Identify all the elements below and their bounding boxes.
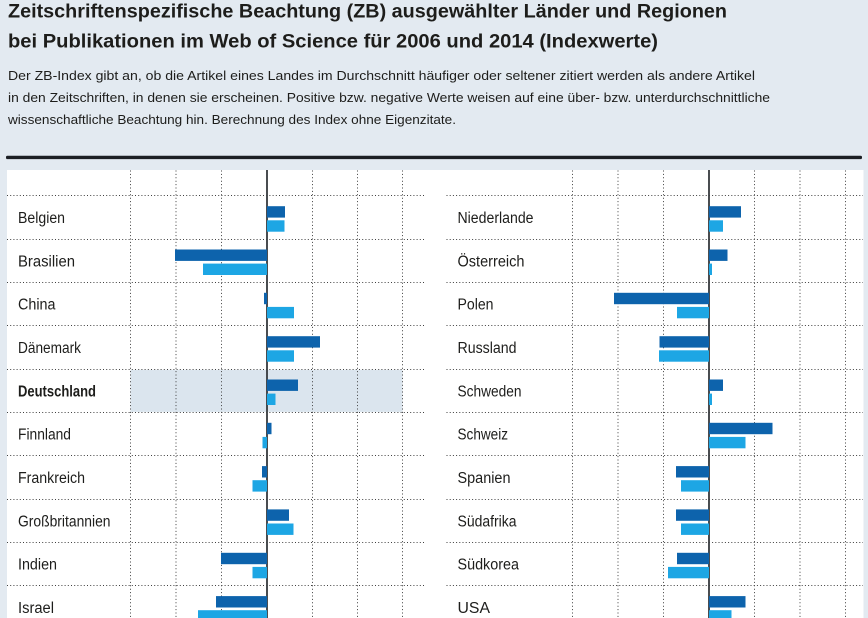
svg-text:bei Publikationen im Web of Sc: bei Publikationen im Web of Science für … bbox=[8, 32, 658, 53]
svg-text:Indien: Indien bbox=[18, 557, 57, 574]
svg-text:Frankreich: Frankreich bbox=[18, 470, 85, 487]
svg-text:Deutschland: Deutschland bbox=[18, 383, 96, 400]
svg-text:Israel: Israel bbox=[18, 600, 54, 617]
svg-text:Russland: Russland bbox=[458, 340, 517, 357]
svg-text:Dänemark: Dänemark bbox=[18, 340, 81, 357]
svg-text:China: China bbox=[18, 297, 56, 314]
svg-text:Spanien: Spanien bbox=[458, 470, 511, 487]
svg-text:Österreich: Österreich bbox=[458, 252, 525, 270]
svg-text:Niederlande: Niederlande bbox=[458, 210, 534, 227]
svg-text:Schweden: Schweden bbox=[458, 383, 522, 400]
svg-text:Brasilien: Brasilien bbox=[18, 253, 75, 270]
svg-text:Südafrika: Südafrika bbox=[458, 513, 517, 530]
svg-text:Polen: Polen bbox=[458, 297, 494, 314]
svg-text:in den Zeitschriften, in denen: in den Zeitschriften, in denen sie ersch… bbox=[8, 90, 770, 105]
svg-text:wissenschaftliche Beachtung hi: wissenschaftliche Beachtung hin. Berechn… bbox=[7, 112, 456, 127]
svg-text:Finnland: Finnland bbox=[18, 427, 71, 444]
svg-text:Großbritannien: Großbritannien bbox=[18, 513, 111, 530]
svg-text:Schweiz: Schweiz bbox=[458, 427, 509, 444]
svg-text:Belgien: Belgien bbox=[18, 210, 65, 227]
svg-text:USA: USA bbox=[458, 600, 491, 617]
svg-text:Zeitschriftenspezifische Beach: Zeitschriftenspezifische Beachtung (ZB) … bbox=[8, 2, 727, 23]
svg-text:Südkorea: Südkorea bbox=[458, 557, 520, 574]
svg-text:Der ZB-Index gibt an, ob die A: Der ZB-Index gibt an, ob die Artikel ein… bbox=[8, 68, 755, 83]
